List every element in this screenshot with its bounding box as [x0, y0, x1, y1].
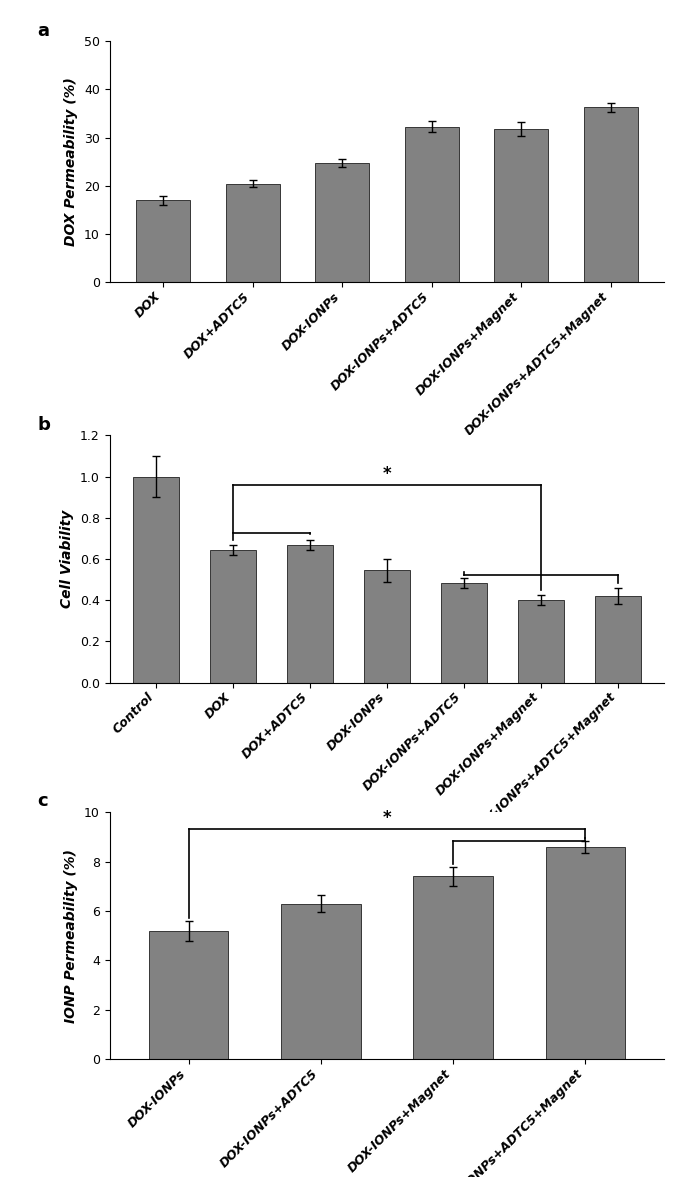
Bar	[287, 545, 333, 683]
Bar	[133, 477, 179, 683]
Bar	[149, 931, 229, 1059]
Y-axis label: DOX Permeability (%): DOX Permeability (%)	[64, 78, 78, 246]
Bar	[518, 600, 564, 683]
Bar	[584, 107, 638, 282]
Bar	[414, 877, 493, 1059]
Bar	[226, 184, 279, 282]
Bar	[495, 129, 548, 282]
Bar	[364, 571, 410, 683]
Bar	[282, 904, 360, 1059]
Bar	[441, 583, 487, 683]
Text: *: *	[383, 465, 391, 483]
Bar	[210, 550, 256, 683]
Text: *: *	[383, 810, 391, 827]
Y-axis label: IONP Permeability (%): IONP Permeability (%)	[64, 849, 79, 1023]
Bar	[545, 846, 625, 1059]
Bar	[405, 127, 459, 282]
Text: c: c	[38, 792, 48, 810]
Text: b: b	[38, 415, 50, 433]
Text: a: a	[38, 22, 49, 40]
Bar	[595, 596, 641, 683]
Bar	[136, 200, 190, 282]
Y-axis label: Cell Viability: Cell Viability	[60, 510, 74, 609]
Bar	[315, 162, 369, 282]
